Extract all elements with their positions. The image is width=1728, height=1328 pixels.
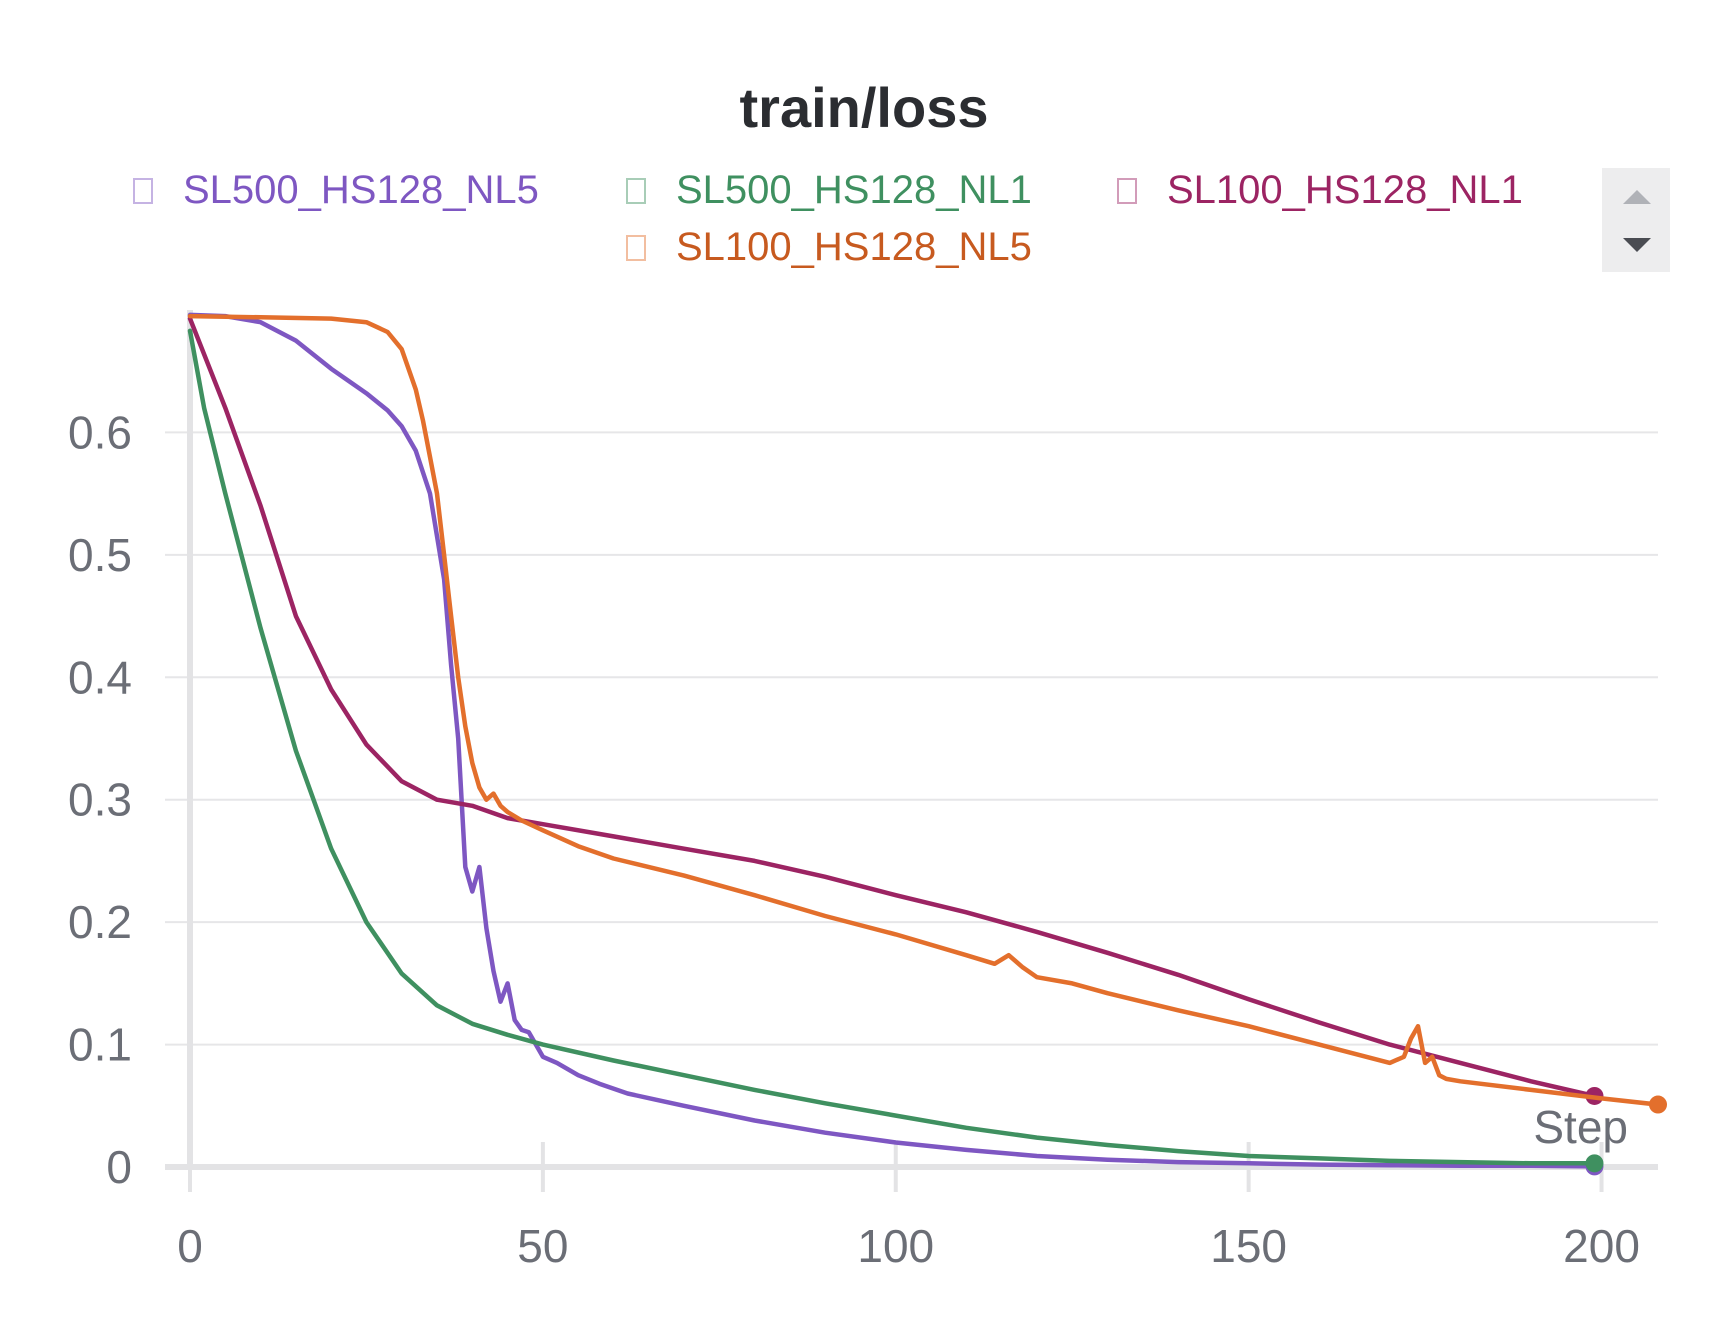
series-line [187,312,1597,1169]
series-end-marker [1585,1154,1604,1173]
x-axis-label: Step [1533,1101,1628,1153]
y-tick-label: 0.2 [68,896,132,948]
legend-label: SL500_HS128_NL1 [676,168,1032,212]
legend-swatch [626,234,646,261]
chart-title: train/loss [739,76,989,139]
x-tick-label: 0 [177,1220,203,1272]
y-tick-label: 0.3 [68,774,132,826]
x-tick-label: 50 [517,1220,568,1272]
x-tick-label: 100 [857,1220,934,1272]
series-line [187,328,1597,1166]
legend-item-sl500-nl5[interactable]: SL500_HS128_NL5 [133,168,539,213]
x-tick-label: 200 [1563,1220,1640,1272]
y-tick-label: 0.5 [68,529,132,581]
legend-item-sl500-nl1[interactable]: SL500_HS128_NL1 [626,168,1032,213]
legend-item-sl100-nl1[interactable]: SL100_HS128_NL1 [1117,168,1523,213]
x-tick-label: 150 [1210,1220,1287,1272]
legend-swatch [1117,177,1137,204]
legend-swatch [133,177,153,204]
series-end-marker [1649,1095,1667,1114]
series-line [187,313,1661,1107]
legend-label: SL500_HS128_NL5 [183,168,539,212]
y-tick-label: 0.1 [68,1019,132,1071]
legend-item-sl100-nl5[interactable]: SL100_HS128_NL5 [626,225,1032,270]
series-line [187,316,1597,1099]
y-tick-label: 0.6 [68,406,132,458]
legend-scroll-control[interactable] [1602,168,1670,272]
legend-swatch [626,177,646,204]
legend-label: SL100_HS128_NL5 [676,225,1032,269]
legend-label: SL100_HS128_NL1 [1167,168,1523,212]
y-tick-label: 0 [106,1141,132,1193]
scroll-down-icon[interactable] [1623,238,1651,252]
scroll-up-icon[interactable] [1623,190,1651,204]
y-tick-label: 0.4 [68,651,132,703]
